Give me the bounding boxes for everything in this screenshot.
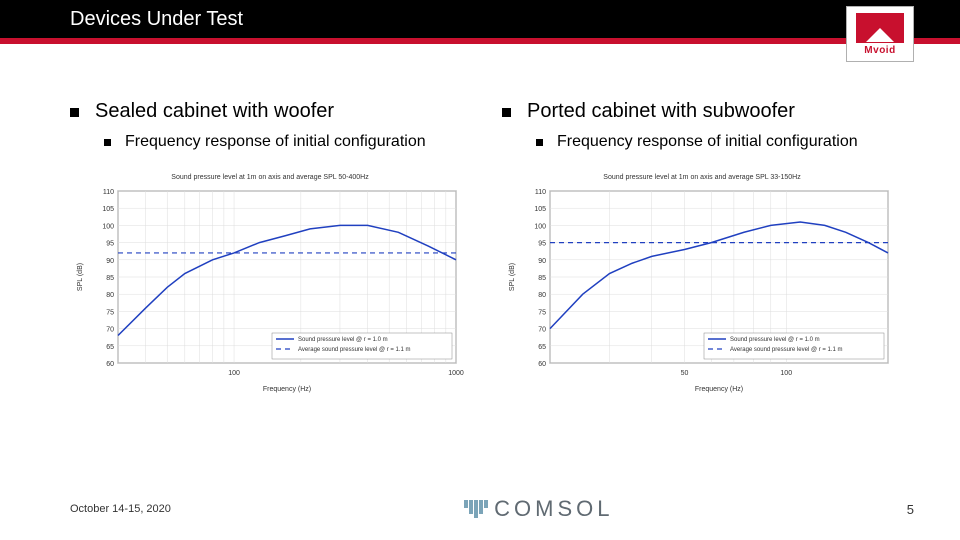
bullet-level1: Sealed cabinet with woofer	[70, 100, 482, 123]
svg-text:80: 80	[538, 292, 546, 299]
svg-text:60: 60	[538, 361, 546, 368]
svg-text:Sound pressure level @ r = 1.0: Sound pressure level @ r = 1.0 m	[730, 337, 820, 343]
brand-logo: Mvoid	[846, 6, 914, 62]
svg-text:75: 75	[538, 309, 546, 316]
svg-text:65: 65	[106, 344, 114, 351]
comsol-logo: COMSOL	[464, 496, 613, 522]
bullet-level2: Frequency response of initial configurat…	[536, 133, 914, 151]
svg-text:Average sound pressure level @: Average sound pressure level @ r = 1.1 m	[298, 347, 411, 353]
svg-text:110: 110	[103, 189, 114, 196]
svg-text:85: 85	[106, 275, 114, 282]
page-number: 5	[907, 502, 914, 517]
svg-text:80: 80	[106, 292, 114, 299]
svg-text:90: 90	[106, 258, 114, 265]
svg-text:100: 100	[102, 223, 114, 230]
svg-text:Sound pressure level at 1m on: Sound pressure level at 1m on axis and a…	[603, 174, 801, 181]
svg-text:Sound pressure level @ r = 1.0: Sound pressure level @ r = 1.0 m	[298, 337, 388, 343]
comsol-logo-icon	[464, 500, 488, 518]
svg-text:70: 70	[538, 327, 546, 334]
svg-text:85: 85	[538, 275, 546, 282]
bullet-level2: Frequency response of initial configurat…	[104, 133, 482, 151]
svg-text:SPL (dB): SPL (dB)	[509, 263, 516, 291]
svg-text:105: 105	[534, 206, 546, 213]
left-subheading: Frequency response of initial configurat…	[125, 133, 426, 151]
svg-text:95: 95	[106, 241, 114, 248]
svg-text:Sound pressure level at 1m on: Sound pressure level at 1m on axis and a…	[171, 174, 369, 181]
bullet-level1: Ported cabinet with subwoofer	[502, 100, 914, 123]
bullet-square-icon	[536, 139, 543, 146]
left-column: Sealed cabinet with woofer Frequency res…	[70, 100, 482, 397]
comsol-logo-text: COMSOL	[494, 496, 613, 522]
accent-stripe	[0, 38, 960, 44]
content-area: Sealed cabinet with woofer Frequency res…	[70, 100, 914, 397]
right-subheading: Frequency response of initial configurat…	[557, 133, 858, 151]
svg-text:70: 70	[106, 327, 114, 334]
footer: October 14-15, 2020 COMSOL 5	[70, 496, 914, 522]
svg-text:Frequency (Hz): Frequency (Hz)	[263, 386, 311, 393]
svg-text:100: 100	[534, 223, 546, 230]
brand-logo-text: Mvoid	[864, 45, 895, 56]
right-heading: Ported cabinet with subwoofer	[527, 100, 795, 123]
right-chart: 60 65 70 75 80 85 90 95 100 105 110 50 100 Sound pres…	[502, 167, 914, 397]
svg-text:50: 50	[681, 370, 689, 377]
svg-text:100: 100	[780, 370, 792, 377]
svg-text:60: 60	[106, 361, 114, 368]
svg-text:1000: 1000	[448, 370, 464, 377]
left-chart: 60 65 70 75 80 85 90 95 100 105 110 100 1000 Sound pr…	[70, 167, 482, 397]
slide: Devices Under Test Mvoid Sealed cabinet …	[0, 0, 960, 540]
svg-text:Frequency (Hz): Frequency (Hz)	[695, 386, 743, 393]
title-bar: Devices Under Test	[0, 0, 960, 38]
footer-date: October 14-15, 2020	[70, 503, 171, 515]
svg-text:105: 105	[102, 206, 114, 213]
svg-text:75: 75	[106, 309, 114, 316]
left-heading: Sealed cabinet with woofer	[95, 100, 334, 123]
svg-text:100: 100	[228, 370, 240, 377]
svg-text:90: 90	[538, 258, 546, 265]
bullet-square-icon	[502, 108, 511, 117]
svg-text:95: 95	[538, 241, 546, 248]
svg-text:Average sound pressure level @: Average sound pressure level @ r = 1.1 m	[730, 347, 843, 353]
bullet-square-icon	[70, 108, 79, 117]
svg-text:65: 65	[538, 344, 546, 351]
bullet-square-icon	[104, 139, 111, 146]
brand-logo-mark	[856, 13, 904, 43]
right-column: Ported cabinet with subwoofer Frequency …	[502, 100, 914, 397]
svg-text:SPL (dB): SPL (dB)	[77, 263, 84, 291]
svg-text:110: 110	[535, 189, 546, 196]
slide-title: Devices Under Test	[70, 8, 243, 31]
